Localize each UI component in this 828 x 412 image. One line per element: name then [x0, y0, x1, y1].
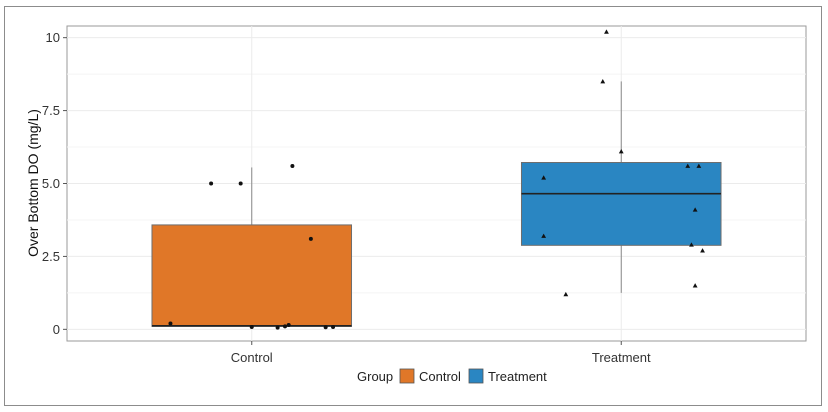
- control-data-point: [283, 324, 288, 329]
- x-axis-ticks: Control Treatment: [231, 341, 651, 365]
- treatment-data-point: [692, 283, 698, 288]
- y-tick-label: 5.0: [42, 176, 60, 191]
- y-axis-title: Over Bottom DO (mg/L): [25, 109, 41, 257]
- legend-title: Group: [357, 369, 393, 384]
- treatment-data-point: [600, 79, 606, 84]
- boxes: [151, 81, 722, 328]
- control-data-point: [308, 236, 313, 241]
- treatment-data-point: [692, 207, 698, 212]
- treatment-data-point: [541, 175, 547, 180]
- data-points: [168, 29, 705, 330]
- control-data-point: [249, 325, 254, 329]
- control-data-point: [331, 325, 336, 329]
- control-data-point: [286, 322, 291, 327]
- control-data-point: [290, 164, 295, 168]
- legend-label-control: Control: [419, 369, 461, 384]
- legend-label-treatment: Treatment: [488, 369, 547, 384]
- control-data-point: [168, 321, 173, 326]
- x-tick-label: Treatment: [592, 350, 651, 365]
- treatment-data-point: [563, 291, 569, 297]
- treatment-data-point: [541, 233, 547, 238]
- legend-swatch-control: [399, 368, 415, 384]
- treatment-data-point: [696, 163, 702, 168]
- y-tick-label: 0: [53, 322, 60, 337]
- control-data-point: [323, 325, 328, 330]
- treatment-box: [520, 162, 722, 246]
- x-tick-label: Control: [231, 350, 273, 365]
- y-tick-label: 7.5: [42, 103, 60, 118]
- y-tick-label: 10: [46, 30, 60, 45]
- control-data-point: [238, 181, 243, 186]
- y-tick-label: 2.5: [42, 249, 60, 264]
- control-data-point: [275, 325, 280, 330]
- legend-swatch-treatment: [468, 368, 484, 384]
- control-data-point: [209, 181, 214, 186]
- treatment-data-point: [604, 29, 609, 34]
- legend: Group Control Treatment: [357, 368, 547, 384]
- treatment-data-point: [689, 242, 694, 247]
- treatment-data-point: [618, 149, 624, 154]
- control-box: [151, 224, 353, 327]
- y-axis-ticks: 0 2.5 5.0 7.5 10: [42, 30, 67, 337]
- treatment-data-point: [700, 248, 705, 253]
- treatment-data-point: [685, 163, 691, 168]
